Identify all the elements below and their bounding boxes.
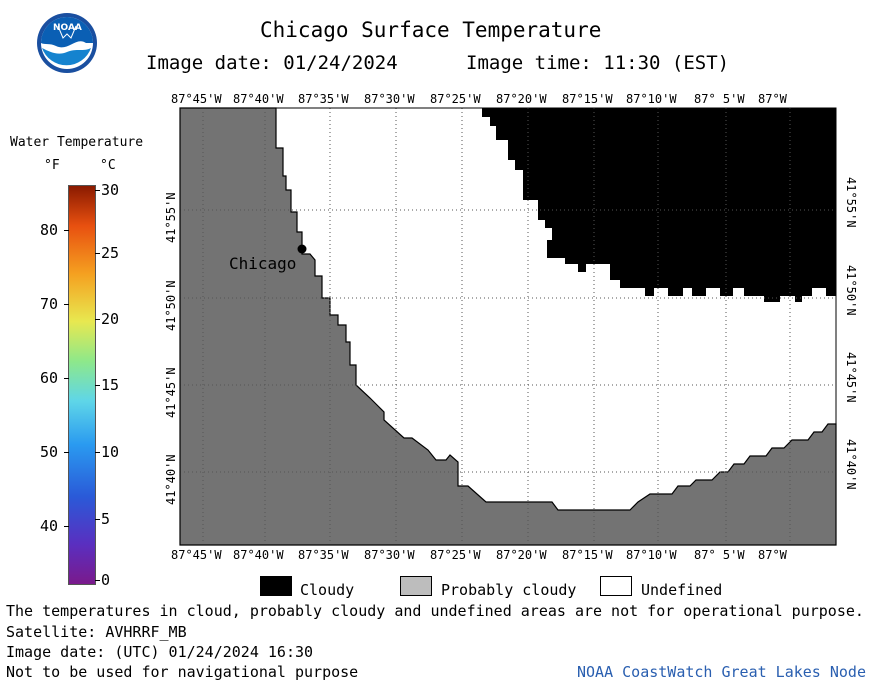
logo-text: NOAA (53, 23, 82, 33)
colorbar-c-tick: 10 (101, 443, 120, 461)
colorbar-c-tick: 25 (101, 244, 120, 262)
colorbar-c-tick: 15 (101, 376, 120, 394)
lon-label-top: 87°40'W (233, 92, 284, 106)
lon-label-top: 87°20'W (496, 92, 547, 106)
colorbar-f-tick-mark (64, 526, 69, 527)
colorbar-f-tick: 50 (40, 443, 59, 461)
colorbar-c-tick: 0 (101, 571, 111, 589)
noaa-logo: NOAA (36, 12, 98, 74)
lon-label-bottom: 87°35'W (298, 548, 349, 562)
land-region (179, 107, 837, 546)
colorbar-unit-c: °C (100, 158, 116, 173)
lon-label-top: 87°10'W (626, 92, 677, 106)
colorbar-f-tick: 60 (40, 369, 59, 387)
lon-label-bottom: 87°25'W (430, 548, 481, 562)
page-title: Chicago Surface Temperature (260, 18, 602, 42)
lon-label-bottom: 87°10'W (626, 548, 677, 562)
colorbar-c-tick: 20 (101, 310, 120, 328)
footer-utc-date: Image date: (UTC) 01/24/2024 16:30 (6, 643, 314, 661)
footer-satellite: Satellite: AVHRRF_MB (6, 623, 187, 641)
lat-label-right: 41°55'N (844, 177, 858, 228)
lon-label-bottom: 87° 5'W (694, 548, 745, 562)
lat-label-left: 41°50'N (164, 280, 178, 331)
legend-cloudy-swatch (260, 576, 292, 596)
lat-label-left: 41°55'N (164, 192, 178, 243)
lon-label-top: 87°W (758, 92, 787, 106)
colorbar-c-tick-mark (95, 253, 100, 254)
lon-label-bottom: 87°W (758, 548, 787, 562)
image-time: Image time: 11:30 (EST) (466, 52, 730, 74)
colorbar-c-tick-mark (95, 319, 100, 320)
colorbar-c-tick-mark (95, 190, 100, 191)
chicago-marker (297, 244, 307, 254)
map-grid (180, 108, 836, 545)
colorbar-c-tick-mark (95, 519, 100, 520)
lat-label-right: 41°40'N (844, 439, 858, 490)
lat-label-left: 41°40'N (164, 454, 178, 505)
colorbar-f-tick: 40 (40, 517, 59, 535)
legend-undefined-swatch (600, 576, 632, 596)
lat-label-left: 41°45'N (164, 367, 178, 418)
legend-cloudy-label: Cloudy (300, 581, 355, 599)
colorbar-c-tick-mark (95, 580, 100, 581)
lat-label-right: 41°50'N (844, 265, 858, 316)
colorbar-c-tick: 5 (101, 510, 111, 528)
colorbar-unit-f: °F (44, 158, 60, 173)
lon-label-top: 87° 5'W (694, 92, 745, 106)
lat-label-right: 41°45'N (844, 352, 858, 403)
legend-probably-cloudy-label: Probably cloudy (441, 581, 577, 599)
lon-label-top: 87°25'W (430, 92, 481, 106)
legend-undefined-label: Undefined (641, 581, 723, 599)
colorbar-f-tick-mark (64, 304, 69, 305)
colorbar-f-tick-mark (64, 452, 69, 453)
lon-label-bottom: 87°30'W (364, 548, 415, 562)
legend-probably-cloudy-swatch (400, 576, 432, 596)
footer-disclaimer: The temperatures in cloud, probably clou… (6, 602, 864, 620)
colorbar-f-tick-mark (64, 230, 69, 231)
colorbar-c-tick: 30 (101, 181, 120, 199)
footer-credit: NOAA CoastWatch Great Lakes Node (577, 663, 866, 681)
lon-label-top: 87°30'W (364, 92, 415, 106)
colorbar-f-tick: 80 (40, 221, 59, 239)
lon-label-bottom: 87°40'W (233, 548, 284, 562)
lon-label-top: 87°15'W (562, 92, 613, 106)
city-label-chicago: Chicago (229, 254, 297, 273)
colorbar (68, 185, 96, 585)
lon-label-bottom: 87°20'W (496, 548, 547, 562)
noaa-logo-icon (37, 13, 97, 73)
colorbar-f-tick-mark (64, 378, 69, 379)
colorbar-c-tick-mark (95, 452, 100, 453)
map-frame (179, 107, 837, 546)
colorbar-f-tick: 70 (40, 295, 59, 313)
lon-label-bottom: 87°15'W (562, 548, 613, 562)
lon-label-top: 87°45'W (171, 92, 222, 106)
cloudy-region (482, 108, 836, 302)
colorbar-c-tick-mark (95, 385, 100, 386)
footer-nav-warning: Not to be used for navigational purpose (6, 663, 359, 681)
lon-label-top: 87°35'W (298, 92, 349, 106)
colorbar-title: Water Temperature (10, 135, 144, 150)
lon-label-bottom: 87°45'W (171, 548, 222, 562)
image-date: Image date: 01/24/2024 (146, 52, 398, 74)
